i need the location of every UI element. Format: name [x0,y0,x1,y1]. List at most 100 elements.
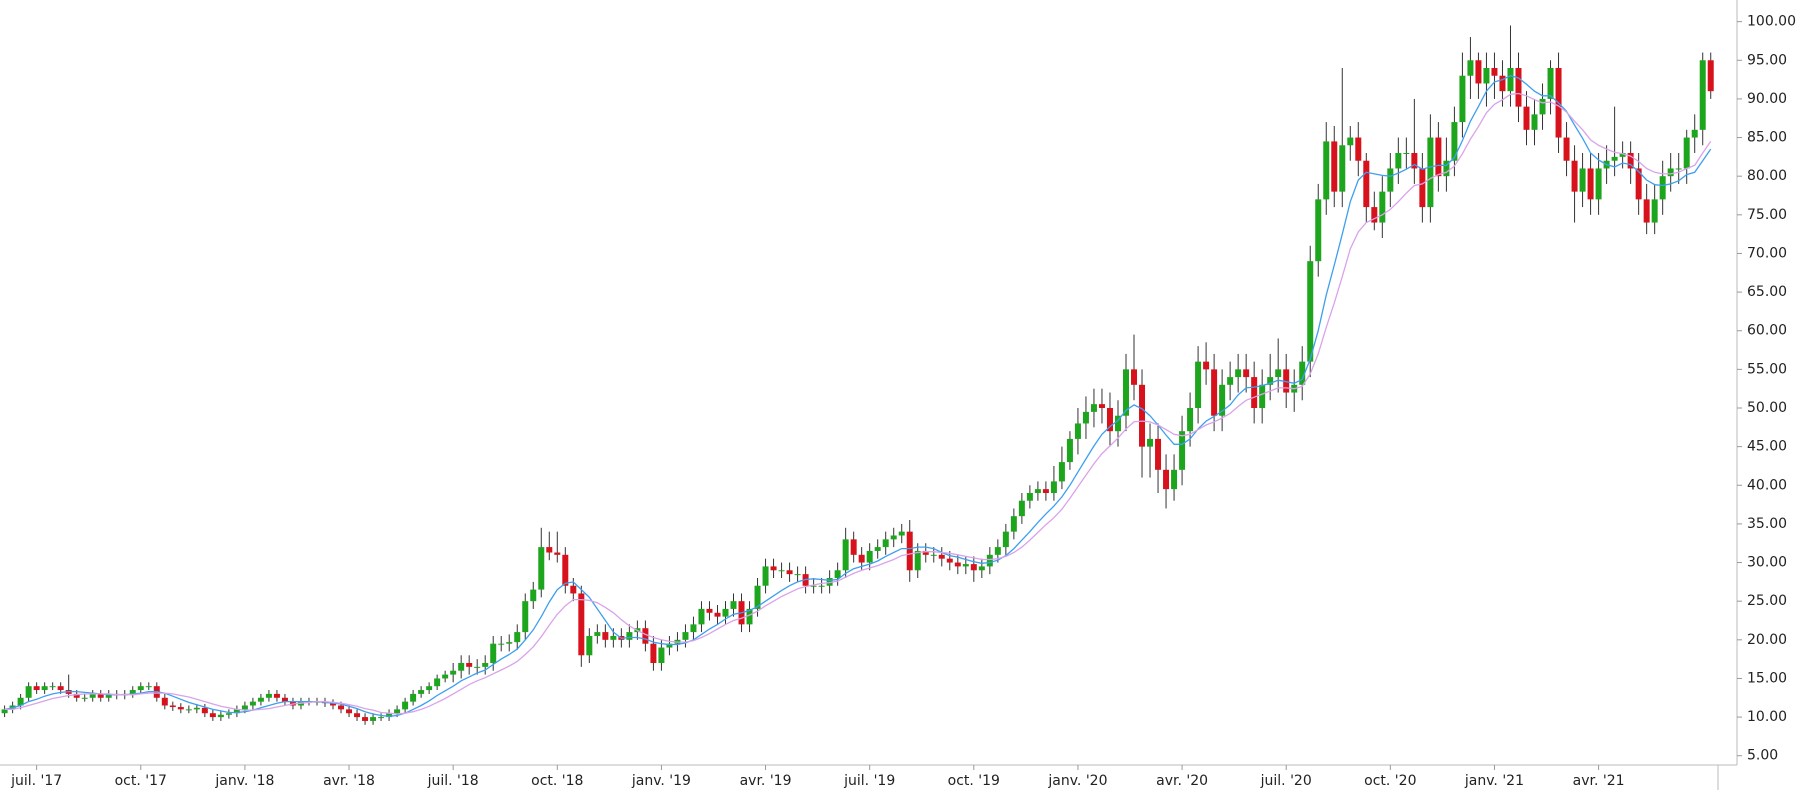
candle-body [546,547,553,553]
x-tick-label: janv. '20 [1047,773,1107,789]
candle-body [1131,369,1138,385]
candle-body [1211,369,1218,416]
candle-body [1379,191,1386,223]
candle-body [209,713,216,718]
candle-body [241,705,248,710]
candle-body [970,564,977,571]
candle-body [922,550,929,555]
candle-body [1427,137,1434,208]
candle-body [1643,199,1650,223]
candle-body [570,585,577,594]
candle-body [129,690,136,694]
candle-body [530,589,537,602]
candle-body [602,632,609,640]
candle-body [1659,176,1666,200]
candle-body [850,539,857,555]
candle-body [682,632,689,640]
y-tick-label: 65.00 [1747,284,1787,300]
candle-body [650,643,657,663]
candle-body [1435,137,1442,177]
candle-body [906,531,913,571]
candle-body [1002,531,1009,548]
candle-body [954,562,961,567]
y-tick-label: 85.00 [1747,130,1787,146]
candle-body [281,697,288,702]
candle-body [257,697,264,702]
candle-body [1387,168,1394,192]
candle-body [1235,369,1242,378]
y-tick-label: 30.00 [1747,555,1787,571]
x-tick-label: oct. '18 [531,773,583,789]
candle-body [81,697,88,699]
candle-body [842,539,849,571]
candle-body [346,709,353,714]
y-tick-label: 40.00 [1747,477,1787,493]
candle-body [370,717,377,721]
candle-body [506,642,513,644]
candle-body [1483,68,1490,84]
y-tick-label: 50.00 [1747,400,1787,416]
candle-body [658,647,665,663]
candle-body [185,709,192,711]
candle-body [578,593,585,656]
candle-body [458,663,465,671]
candle-body [714,612,721,617]
candle-body [1563,137,1570,161]
candle-body [1419,168,1426,208]
candle-body [1683,137,1690,169]
candle-body [1699,60,1706,130]
candle-body [1195,361,1202,408]
candle-body [890,535,897,540]
candle-body [1042,489,1049,493]
candle-body [1227,377,1234,385]
candle-body [1139,384,1146,447]
candle-body [1098,404,1105,408]
candle-body [522,601,529,633]
candle-body [818,585,825,587]
candle-body [1587,168,1594,200]
candle-body [826,578,833,586]
candle-body [41,686,48,691]
y-tick-label: 20.00 [1747,632,1787,648]
candle-body [706,608,713,613]
candle-body [1619,153,1626,157]
candle-body [217,714,224,718]
candle-body [1371,207,1378,223]
x-tick-label: janv. '18 [214,773,274,789]
candle-body [1026,493,1033,501]
candle-body [1090,404,1097,412]
candle-body [538,547,545,590]
candle-body [690,624,697,633]
candle-body [1347,137,1354,146]
candle-body [730,601,737,609]
candle-body [562,554,569,586]
candle-body [1171,469,1178,490]
candle-body [1579,168,1586,192]
candle-body [1179,431,1186,470]
y-tick-label: 15.00 [1747,670,1787,686]
candle-body [1467,60,1474,76]
candle-body [666,643,673,648]
candle-body [33,686,40,691]
candle-body [1018,500,1025,517]
y-tick-label: 60.00 [1747,323,1787,339]
candle-body [938,554,945,559]
candle-body [482,663,489,667]
candle-body [1,709,8,714]
candle-body [874,547,881,551]
candle-body [169,705,176,708]
candle-body [145,686,152,688]
candle-body [1082,411,1089,424]
candle-body [386,713,393,718]
candle-body [177,707,184,710]
x-tick-label: juil. '17 [10,773,62,789]
candle-body [794,574,801,576]
candle-body [1547,68,1554,99]
moving-average-line [4,92,1712,715]
candle-body [1123,369,1129,416]
candle-body [1531,114,1538,130]
candle-body [201,707,208,714]
candle-body [225,713,232,715]
candle-body [1611,156,1618,161]
